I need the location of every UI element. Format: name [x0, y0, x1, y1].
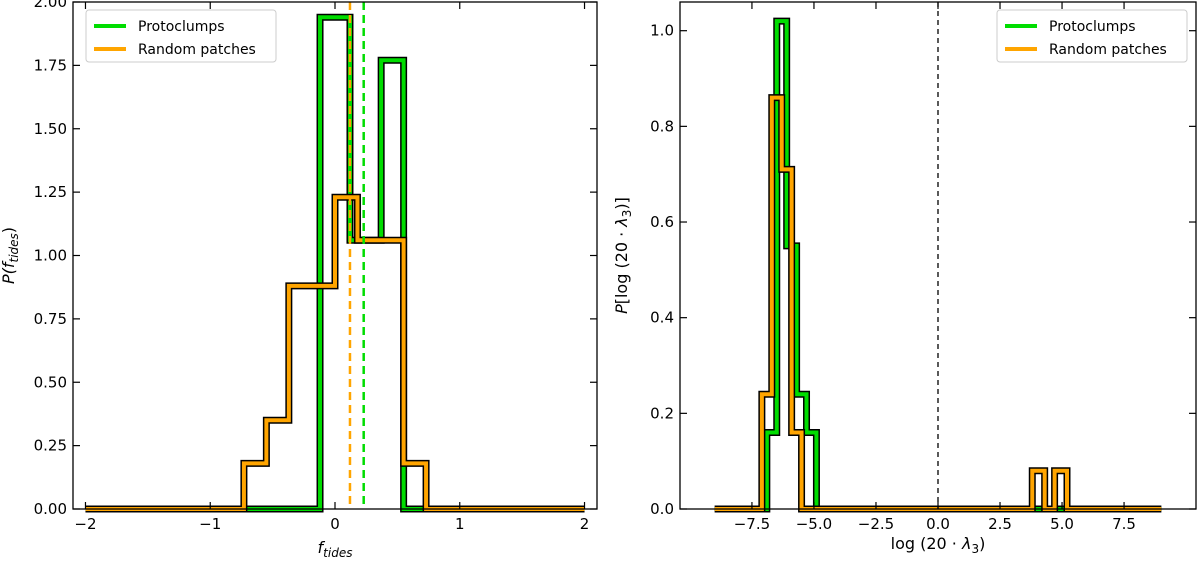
panel-2: −7.5 −5.0 −2.5 0.0 2.5 5.0 7.5 0.0 0.2 0.4 0.6 0.8 1…	[612, 1, 1197, 556]
y-axis-label-p: P(	[0, 267, 18, 284]
y-tick-label: 0.50	[34, 373, 67, 391]
x-axis-label-main: log (20 ·	[891, 534, 962, 553]
y-tick-label: 0.75	[34, 310, 67, 328]
y-axis-label-sub: tides	[7, 233, 21, 262]
y-axis-label-close: )]	[612, 197, 631, 209]
x-tick-label: 0.0	[926, 515, 950, 533]
x-tick-label: 2	[580, 515, 590, 533]
x-tick-label: 5.0	[1050, 515, 1074, 533]
x-tick-label: −2.5	[858, 515, 894, 533]
x-tick-label: 1	[455, 515, 465, 533]
y-axis-label-close: )	[0, 227, 18, 233]
x-tick-label: 0	[330, 515, 340, 533]
y-tick-label: 0.2	[650, 404, 674, 422]
bar-2-5	[313, 286, 335, 509]
y-axis-label-main: [log (20 ·	[612, 227, 631, 305]
legend-label-2: Random patches	[138, 42, 256, 58]
x-axis-label-main: f	[318, 538, 326, 557]
y-tick-label: 1.75	[34, 56, 67, 74]
y-axis-label-p: P	[612, 304, 631, 314]
series-line-2	[85, 195, 585, 511]
y-axis-label-f: f	[0, 260, 18, 268]
x-tick-label: −2	[74, 515, 96, 533]
x-axis-label-sub: 3	[971, 542, 979, 556]
y-tick-label: 0.00	[34, 500, 67, 518]
y-tick-label: 2.00	[34, 0, 67, 11]
y-tick-label: 1.25	[34, 183, 67, 201]
x-tick-label: −5.0	[796, 515, 832, 533]
legend-label-2: Random patches	[1049, 42, 1167, 58]
legend-label-1: Protoclumps	[138, 19, 225, 35]
legend-label-1: Protoclumps	[1049, 19, 1136, 35]
x-axis-label-lambda: λ	[961, 534, 971, 553]
panel-1: −2 −1 0 1 2 0.00 0.25 0.50 0.75 1.00 1.25 1.50 1.75 2…	[0, 0, 598, 560]
bar-1-4	[350, 240, 381, 509]
y-tick-label: 1.0	[650, 22, 674, 40]
y-tick-label: 0.4	[650, 309, 674, 327]
y-axis-label: P[log (20 · λ3)]	[612, 197, 634, 314]
x-axis-label-close: )	[979, 534, 985, 553]
y-tick-label: 0.0	[650, 500, 674, 518]
x-axis-label-sub: tides	[323, 546, 352, 557]
legend: Protoclumps Random patches	[996, 9, 1188, 63]
y-axis-label: P(ftides)	[0, 227, 21, 284]
legend-box	[996, 9, 1188, 63]
y-tick-label: 0.25	[34, 437, 67, 455]
x-tick-label: 7.5	[1112, 515, 1136, 533]
y-axis-label-sub: 3	[620, 210, 634, 218]
y-tick-label: 1.00	[34, 247, 67, 265]
x-tick-label: 2.5	[988, 515, 1012, 533]
x-tick-label: −7.5	[734, 515, 770, 533]
legend: Protoclumps Random patches	[85, 9, 277, 63]
x-axis-label: log (20 · λ3)	[891, 534, 986, 556]
y-tick-label: 0.8	[650, 117, 674, 135]
legend-box	[85, 9, 277, 63]
bar-2-4	[289, 286, 313, 509]
x-tick-label: −1	[199, 515, 221, 533]
y-tick-label: 0.6	[650, 213, 674, 231]
bar-2-7	[357, 240, 381, 509]
y-tick-label: 1.50	[34, 120, 67, 138]
x-axis-label: ftides	[318, 538, 353, 557]
y-axis-label-lambda: λ	[612, 217, 631, 227]
